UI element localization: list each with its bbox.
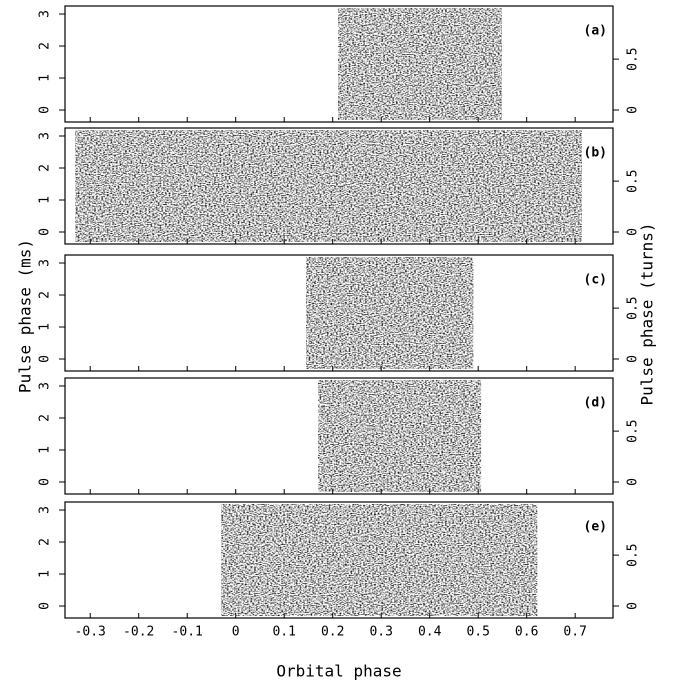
y-tick-label: 1 — [38, 446, 53, 454]
y2-tick-label: 0.5 — [626, 543, 641, 566]
panel-frame — [64, 5, 614, 123]
heatmap — [338, 8, 502, 120]
y2-axis-label: Pulse phase (turns) — [638, 222, 657, 405]
y2-tick-label: 0 — [626, 602, 641, 610]
panel-frame — [64, 254, 614, 372]
panel-frame — [64, 501, 614, 619]
y-tick-label: 2 — [38, 164, 53, 172]
x-tick-label: 0.6 — [515, 625, 538, 640]
panel-label: (e) — [584, 520, 607, 535]
x-tick-label: 0 — [232, 625, 240, 640]
y2-tick-label: 0 — [626, 228, 641, 236]
y2-tick-label: 0.5 — [626, 419, 641, 442]
y-tick-label: 2 — [38, 538, 53, 546]
heatmap — [221, 504, 538, 616]
y-tick-label: 0 — [38, 478, 53, 486]
y-tick-label: 3 — [38, 10, 53, 18]
x-tick-label: 0.7 — [563, 625, 586, 640]
panel-label: (a) — [584, 24, 607, 39]
y2-tick-label: 0 — [626, 478, 641, 486]
x-tick-label: 0.5 — [466, 625, 489, 640]
y-tick-label: 1 — [38, 74, 53, 82]
panel-label: (c) — [584, 273, 607, 288]
x-tick-label: 0.1 — [272, 625, 295, 640]
y-tick-label: 0 — [38, 602, 53, 610]
y-tick-label: 1 — [38, 196, 53, 204]
heatmap — [318, 380, 482, 492]
x-axis-label: Orbital phase — [276, 662, 401, 681]
y-axis-label: Pulse phase (ms) — [16, 239, 35, 393]
heatmap — [75, 130, 582, 242]
y2-tick-label: 0.5 — [626, 169, 641, 192]
y-tick-label: 2 — [38, 42, 53, 50]
y-tick-label: 3 — [38, 382, 53, 390]
y-tick-label: 3 — [38, 132, 53, 140]
y-tick-label: 1 — [38, 570, 53, 578]
y-tick-label: 1 — [38, 323, 53, 331]
y-tick-label: 0 — [38, 228, 53, 236]
y2-tick-label: 0.5 — [626, 47, 641, 70]
x-tick-label: 0.4 — [418, 625, 442, 640]
x-tick-label: 0.2 — [321, 625, 344, 640]
x-tick-label: 0.3 — [369, 625, 392, 640]
y-tick-label: 0 — [38, 355, 53, 363]
y2-tick-label: 0 — [626, 106, 641, 114]
panel-label: (d) — [584, 396, 607, 411]
y-tick-label: 3 — [38, 259, 53, 267]
y2-tick-label: 0 — [626, 355, 641, 363]
y-tick-label: 3 — [38, 506, 53, 514]
y2-tick-label: 0.5 — [626, 296, 641, 319]
x-tick-label: -0.2 — [123, 625, 154, 640]
panel-label: (b) — [584, 146, 607, 161]
panel-frame — [64, 377, 614, 495]
y-tick-label: 0 — [38, 106, 53, 114]
x-tick-label: -0.3 — [75, 625, 106, 640]
panel-frame — [64, 127, 614, 245]
x-tick-label: -0.1 — [172, 625, 203, 640]
y-tick-label: 2 — [38, 291, 53, 299]
heatmap — [306, 257, 474, 369]
y-tick-label: 2 — [38, 414, 53, 422]
